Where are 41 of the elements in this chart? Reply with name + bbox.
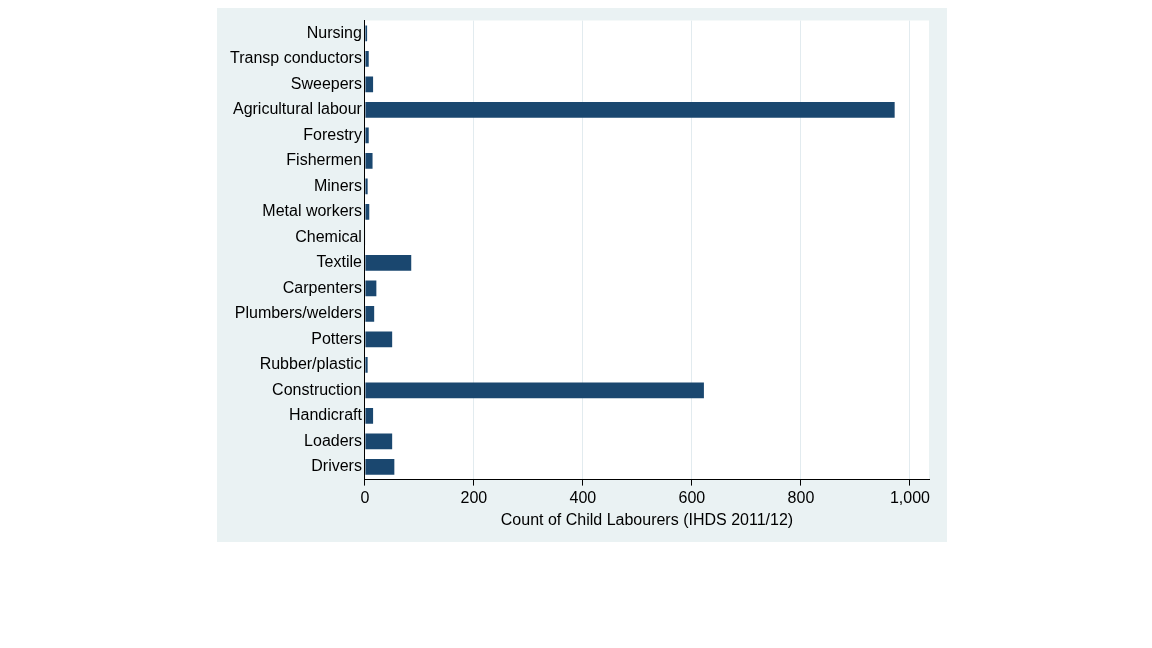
bar <box>365 458 395 475</box>
bar <box>365 254 412 271</box>
bar <box>365 50 369 67</box>
y-tick-label: Potters <box>311 329 362 347</box>
x-axis-title: Count of Child Labourers (IHDS 2011/12) <box>500 510 794 528</box>
y-tick-label: Loaders <box>304 431 362 449</box>
bar <box>365 433 393 450</box>
bar <box>365 280 377 297</box>
y-tick-label: Drivers <box>311 457 362 475</box>
x-tick-label: 0 <box>360 488 370 506</box>
y-tick-label: Rubber/plastic <box>259 355 362 373</box>
bar <box>365 356 368 373</box>
y-tick-label: Textile <box>316 253 363 271</box>
y-tick-label: Forestry <box>303 125 362 143</box>
x-tick-label: 1,000 <box>889 488 931 506</box>
bar <box>365 127 369 144</box>
y-tick-label: Agricultural labour <box>232 100 363 118</box>
x-tick-label: 200 <box>460 488 488 506</box>
y-tick-label: Construction <box>272 380 362 398</box>
bar <box>365 178 368 195</box>
y-tick-label: Sweepers <box>290 74 362 92</box>
bar <box>365 76 374 93</box>
bar <box>365 203 370 220</box>
y-tick-label: Transp conductors <box>229 49 362 67</box>
y-tick-label: Nursing <box>306 23 362 41</box>
bar <box>365 407 374 424</box>
y-tick-label: Miners <box>313 176 362 194</box>
y-tick-label: Carpenters <box>282 278 362 296</box>
bar <box>365 305 375 322</box>
y-tick-label: Chemical <box>295 227 362 245</box>
y-tick-label: Metal workers <box>262 202 362 220</box>
y-tick-label: Plumbers/welders <box>234 304 362 322</box>
bar <box>365 152 373 169</box>
x-tick-label: 600 <box>678 488 706 506</box>
bar <box>365 331 393 348</box>
y-tick-label: Handicraft <box>288 406 363 424</box>
x-tick-label: 800 <box>787 488 815 506</box>
bar <box>365 382 704 399</box>
x-tick-label: 400 <box>569 488 597 506</box>
y-tick-label: Fishermen <box>286 151 362 169</box>
bar <box>365 101 895 118</box>
